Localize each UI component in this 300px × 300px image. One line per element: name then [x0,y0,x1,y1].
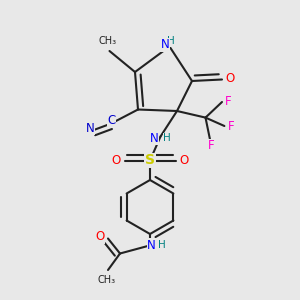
Text: F: F [225,94,232,108]
Text: F: F [228,119,234,133]
Text: H: H [158,240,166,250]
Text: F: F [208,139,215,152]
Text: C: C [107,114,116,127]
Text: N: N [150,131,159,145]
Text: O: O [179,154,188,167]
Text: S: S [145,154,155,167]
Text: O: O [225,72,234,86]
Text: N: N [160,38,169,52]
Text: N: N [86,122,95,135]
Text: O: O [95,230,104,244]
Text: H: H [167,36,175,46]
Text: N: N [147,239,156,252]
Text: O: O [112,154,121,167]
Text: H: H [163,133,171,143]
Text: CH₃: CH₃ [98,275,116,285]
Text: CH₃: CH₃ [99,37,117,46]
